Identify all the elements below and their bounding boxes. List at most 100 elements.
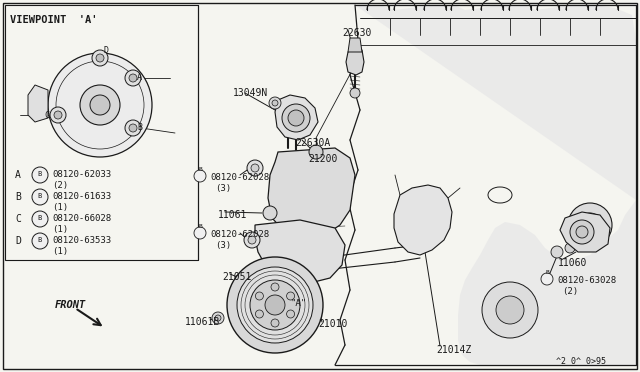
Text: C: C <box>44 110 49 119</box>
Text: "A": "A" <box>290 299 306 308</box>
Circle shape <box>496 296 524 324</box>
Text: 21010: 21010 <box>318 319 348 329</box>
Circle shape <box>578 213 602 237</box>
Polygon shape <box>560 212 610 252</box>
Text: (2): (2) <box>562 287 578 296</box>
Text: 22630: 22630 <box>342 28 371 38</box>
Circle shape <box>80 85 120 125</box>
Text: (2): (2) <box>52 181 68 190</box>
Circle shape <box>250 280 300 330</box>
Circle shape <box>90 95 110 115</box>
Circle shape <box>54 111 62 119</box>
Circle shape <box>269 97 281 109</box>
Circle shape <box>248 236 256 244</box>
Circle shape <box>125 70 141 86</box>
Circle shape <box>255 292 264 300</box>
Text: C: C <box>15 214 21 224</box>
Circle shape <box>215 315 221 321</box>
Circle shape <box>271 283 279 291</box>
Text: 08120-63533: 08120-63533 <box>52 236 111 245</box>
Text: 21051: 21051 <box>222 272 252 282</box>
Text: A: A <box>137 74 142 83</box>
Text: 08120-66028: 08120-66028 <box>52 214 111 223</box>
Circle shape <box>272 100 278 106</box>
Text: B: B <box>198 224 202 229</box>
Polygon shape <box>394 185 452 255</box>
Circle shape <box>194 227 206 239</box>
Text: B: B <box>198 167 202 172</box>
Polygon shape <box>348 38 362 52</box>
Text: B: B <box>545 270 549 275</box>
Circle shape <box>482 282 538 338</box>
Text: (3): (3) <box>215 241 231 250</box>
Text: 11060: 11060 <box>558 258 588 268</box>
Circle shape <box>32 211 48 227</box>
Circle shape <box>350 88 360 98</box>
Circle shape <box>309 145 323 159</box>
Circle shape <box>251 164 259 172</box>
Polygon shape <box>28 85 48 122</box>
Text: (1): (1) <box>52 203 68 212</box>
Text: (1): (1) <box>52 247 68 256</box>
Polygon shape <box>5 5 198 260</box>
Circle shape <box>237 267 313 343</box>
Text: B: B <box>38 193 42 199</box>
Text: VIEWPOINT  'A': VIEWPOINT 'A' <box>10 15 97 25</box>
Text: B: B <box>38 237 42 243</box>
Circle shape <box>227 257 323 353</box>
Circle shape <box>576 226 588 238</box>
Text: 21014Z: 21014Z <box>436 345 471 355</box>
Circle shape <box>541 273 553 285</box>
Text: B: B <box>137 124 142 132</box>
Circle shape <box>32 233 48 249</box>
Text: 08120-62033: 08120-62033 <box>52 170 111 179</box>
Circle shape <box>212 312 224 324</box>
Circle shape <box>287 292 294 300</box>
Text: D: D <box>103 46 108 55</box>
Text: A: A <box>15 170 21 180</box>
Circle shape <box>96 54 104 62</box>
Text: B: B <box>38 215 42 221</box>
Text: 11061: 11061 <box>218 210 248 220</box>
Circle shape <box>265 295 285 315</box>
Text: 08120-62028: 08120-62028 <box>210 230 269 239</box>
Circle shape <box>255 310 264 318</box>
Circle shape <box>282 104 310 132</box>
Circle shape <box>287 310 294 318</box>
Text: 08120-63028: 08120-63028 <box>557 276 616 285</box>
Circle shape <box>570 220 594 244</box>
Circle shape <box>271 319 279 327</box>
Polygon shape <box>268 148 355 238</box>
Circle shape <box>288 110 304 126</box>
Circle shape <box>50 107 66 123</box>
Circle shape <box>565 243 575 253</box>
Polygon shape <box>355 5 636 365</box>
Polygon shape <box>255 220 345 283</box>
Circle shape <box>551 246 563 258</box>
Circle shape <box>32 189 48 205</box>
Text: ^2 0^ 0>95: ^2 0^ 0>95 <box>556 357 606 366</box>
Circle shape <box>125 120 141 136</box>
Polygon shape <box>346 48 364 75</box>
Text: 08120-62028: 08120-62028 <box>210 173 269 182</box>
Circle shape <box>48 53 152 157</box>
Circle shape <box>32 167 48 183</box>
Text: 21200: 21200 <box>308 154 337 164</box>
Circle shape <box>568 203 612 247</box>
Text: (3): (3) <box>215 184 231 193</box>
Polygon shape <box>275 95 318 140</box>
Circle shape <box>92 50 108 66</box>
Text: B: B <box>38 171 42 177</box>
Text: D: D <box>15 236 21 246</box>
Text: 13049N: 13049N <box>233 88 268 98</box>
Circle shape <box>247 160 263 176</box>
Text: FRONT: FRONT <box>55 300 86 310</box>
Text: 22630A: 22630A <box>295 138 330 148</box>
Circle shape <box>263 206 277 220</box>
Text: 08120-61633: 08120-61633 <box>52 192 111 201</box>
Circle shape <box>129 74 137 82</box>
Text: (1): (1) <box>52 225 68 234</box>
Circle shape <box>194 170 206 182</box>
Text: B: B <box>15 192 21 202</box>
Text: 11061B: 11061B <box>185 317 220 327</box>
